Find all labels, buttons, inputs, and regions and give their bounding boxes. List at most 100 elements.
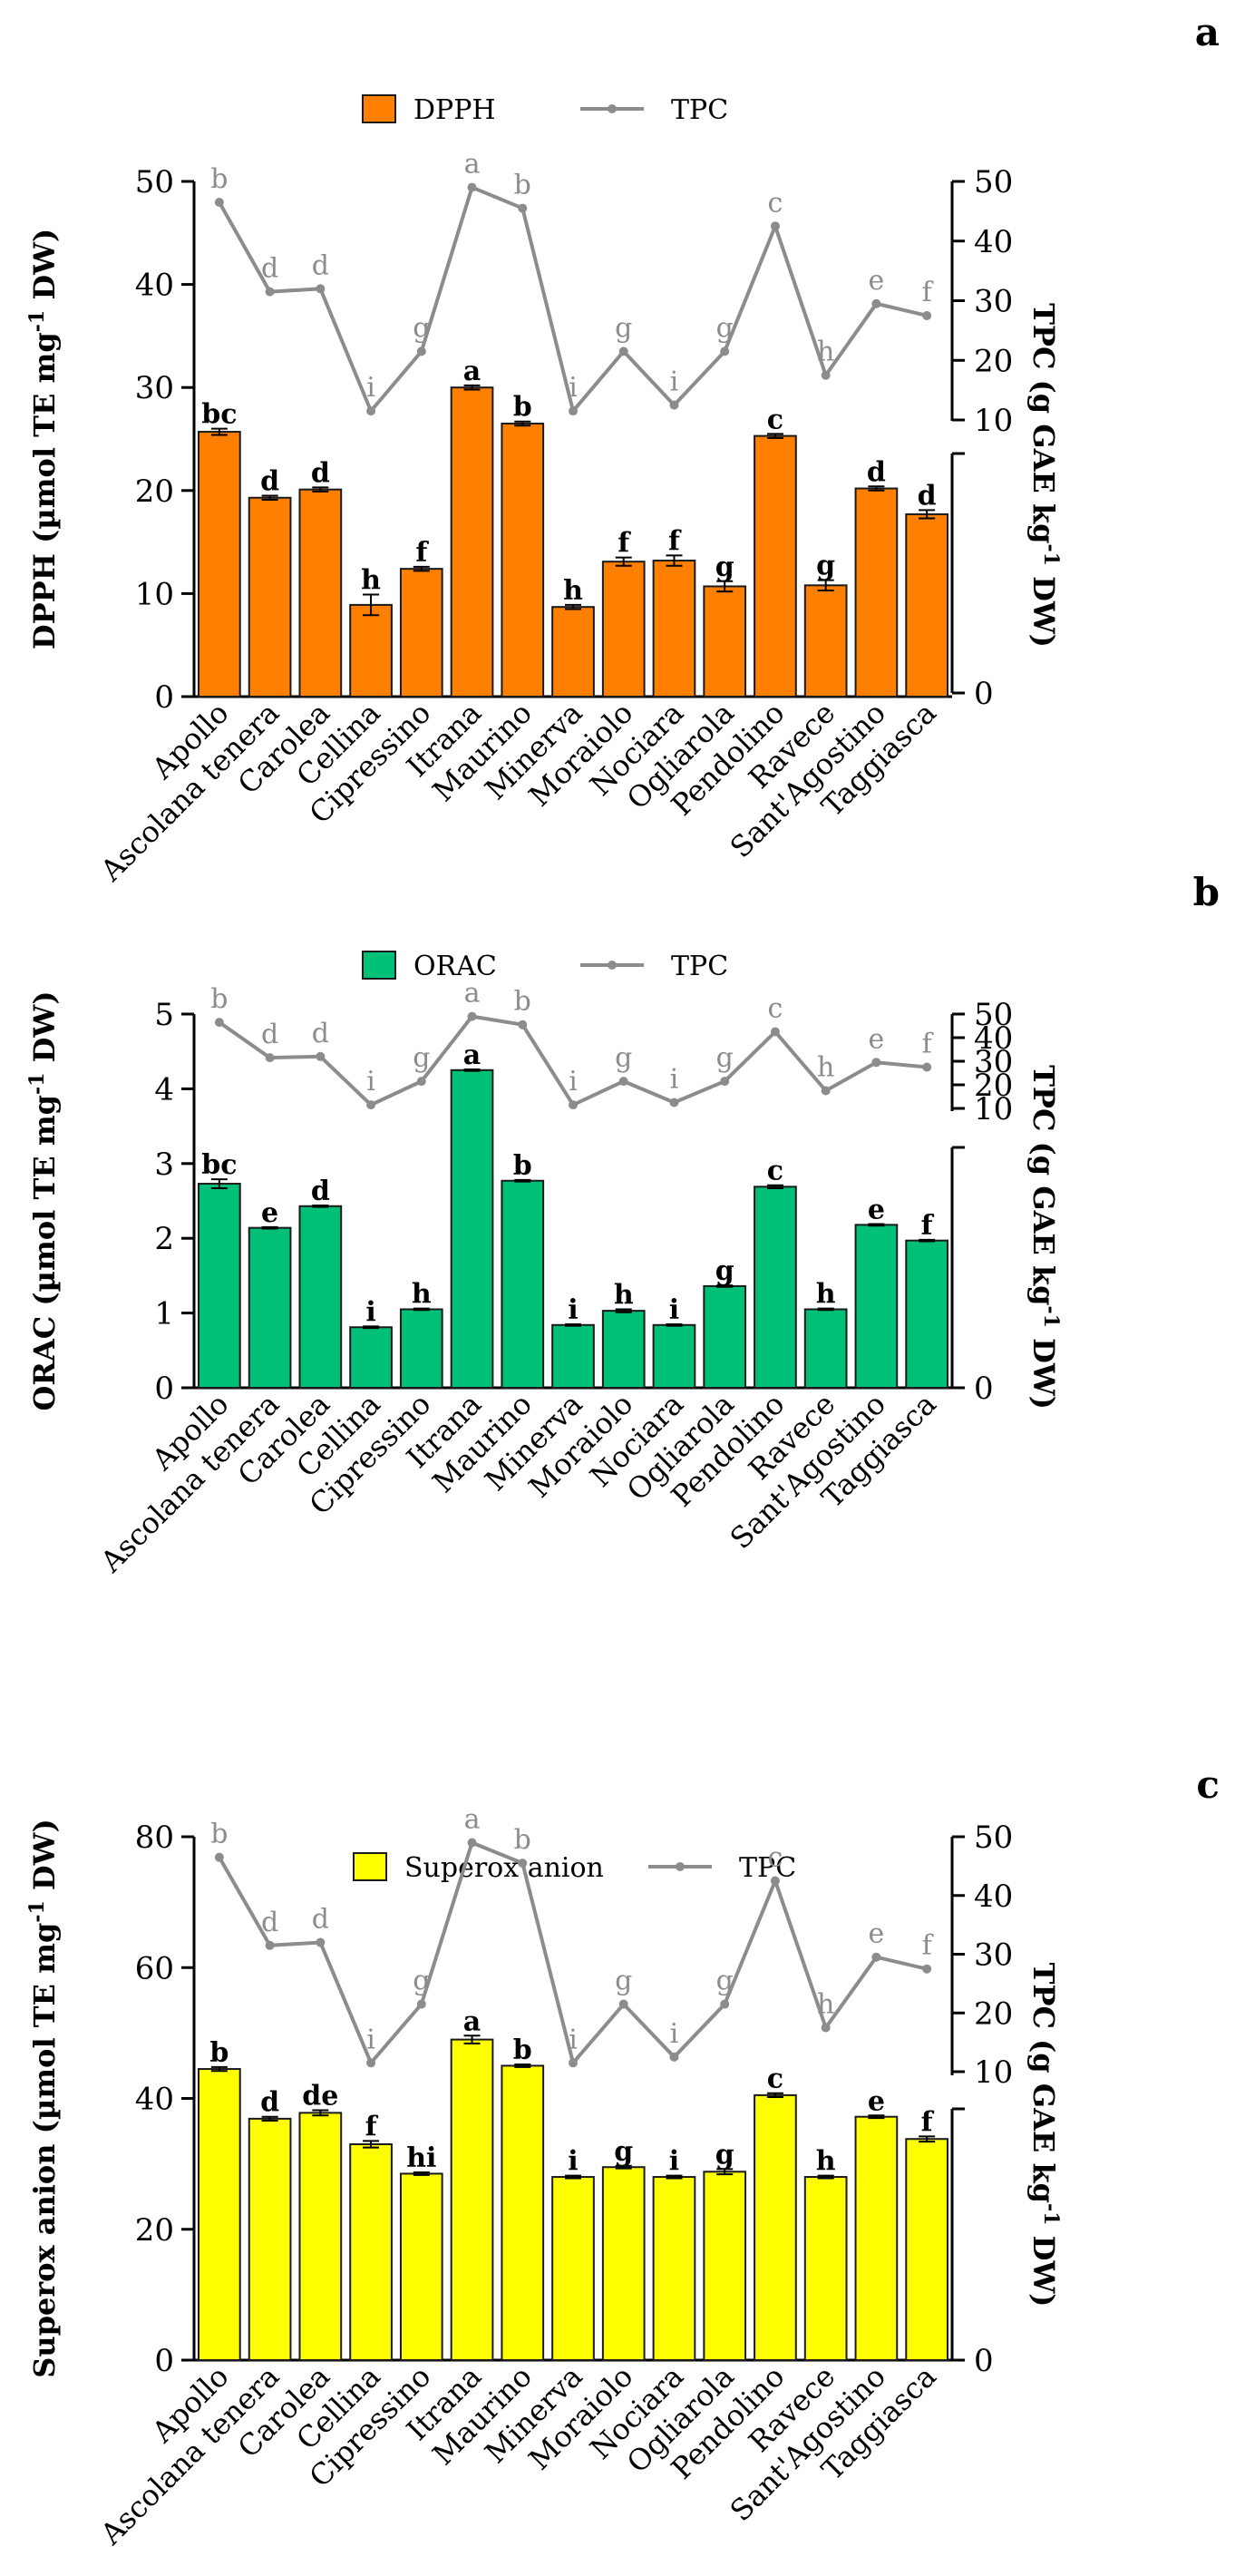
tpc-point (416, 1077, 426, 1087)
tpc-letter: b (210, 983, 228, 1015)
right-axis: 0 10 20 30 40 50 TPC (g GAE kg-1 DW) (950, 164, 1063, 712)
tpc-point (265, 1940, 275, 1950)
bar-letter: a (463, 356, 481, 387)
right-tick-label: 50 (974, 1820, 1013, 1856)
bar (399, 1308, 443, 1389)
tpc-point (366, 406, 376, 416)
tpc-letter: g (413, 1966, 430, 1997)
right-axis-title: TPC (g GAE kg-1 DW) (1026, 1963, 1063, 2308)
tpc-letter: h (817, 1052, 834, 1084)
bar-letter: e (261, 1197, 278, 1229)
bar (248, 496, 292, 698)
tpc-letter: g (615, 312, 632, 344)
left-tick-label: 50 (135, 164, 174, 200)
tpc-point (821, 2023, 831, 2033)
bar (905, 2138, 948, 2362)
tpc-letter: i (569, 1066, 578, 1098)
bar (551, 606, 595, 698)
left-axis-title-end: DW) (27, 1819, 62, 1900)
legend-bar-label: ORAC (413, 951, 497, 982)
tpc-letter: a (464, 978, 481, 1010)
bar (248, 2117, 292, 2361)
panel-label: a (1195, 10, 1220, 54)
tpc-point (770, 221, 780, 231)
bar-letter: i (568, 1294, 578, 1326)
legend-line-label: TPC (671, 94, 728, 126)
bar (501, 2064, 545, 2361)
left-tick-label: 80 (135, 1820, 174, 1856)
right-axis-title: TPC (g GAE kg-1 DW) (1026, 303, 1063, 648)
left-axis-title: DPPH (µmol TE mg-1 DW) (25, 229, 62, 649)
bar (298, 488, 343, 698)
tpc-point (366, 2058, 376, 2068)
left-axis: 0 10 20 30 40 50 DPPH (µmol TE mg-1 DW) (25, 164, 196, 716)
left-axis-title-main: Superox anion (µmol TE mg (27, 1923, 62, 2378)
bar (450, 386, 494, 698)
tpc-letter: e (869, 1918, 885, 1950)
right-axis-title-main: TPC (g GAE kg (1026, 303, 1061, 543)
tpc-point (618, 1999, 628, 2009)
bar-letter: f (921, 2106, 935, 2138)
tpc-point (669, 400, 679, 410)
bar (601, 2166, 646, 2361)
left-axis-title-sup: -1 (25, 310, 49, 332)
tpc-point (518, 203, 528, 213)
right-tick-label: 40 (974, 1020, 1013, 1057)
tpc-letter: e (869, 1023, 885, 1055)
bar (198, 1183, 241, 1389)
legend-line-marker (676, 1862, 685, 1871)
tpc-point (922, 1964, 932, 1974)
tpc-letter: d (312, 249, 329, 281)
tpc-letter: f (922, 1930, 934, 1962)
bar-letter: g (715, 2139, 734, 2171)
right-axis-title-end: DW) (1026, 1328, 1061, 1410)
tpc-point (669, 1098, 679, 1107)
bar (349, 2142, 393, 2362)
bar-letter: g (715, 1255, 734, 1287)
bar-letter: i (669, 2146, 679, 2178)
bar-letter: h (563, 575, 583, 607)
left-axis-title: Superox anion (µmol TE mg-1 DW) (25, 1819, 62, 2378)
bar (905, 512, 948, 698)
bar-letter: b (513, 2034, 532, 2066)
tpc-letter: h (817, 1988, 834, 2020)
tpc-letter: i (569, 372, 578, 404)
bar (450, 1068, 494, 1390)
tpc-point (770, 1027, 780, 1037)
right-tick-label: 0 (974, 676, 994, 712)
tpc-letter: i (569, 2024, 578, 2055)
bar (601, 1310, 646, 1390)
left-tick-label: 60 (135, 1950, 174, 1986)
right-tick-label: 10 (974, 1091, 1013, 1127)
tpc-letter: d (261, 1907, 278, 1938)
bar-letter: h (614, 1279, 634, 1311)
left-axis-title-sup: -1 (25, 1072, 49, 1094)
bar-letter: c (767, 404, 783, 435)
tpc-point (720, 1077, 730, 1087)
left-tick-label: 1 (154, 1296, 174, 1332)
tpc-point (316, 1051, 326, 1061)
right-axis-title-end: DW) (1026, 2225, 1061, 2307)
tpc-letter: g (716, 312, 734, 344)
left-tick-label: 20 (135, 473, 174, 510)
bar (803, 1308, 848, 1389)
bar (298, 1205, 343, 1389)
tpc-point (720, 346, 730, 356)
tpc-letter: d (261, 253, 278, 285)
right-tick-label: 30 (974, 284, 1013, 320)
tpc-point (416, 1999, 426, 2009)
right-tick-label: 20 (974, 1995, 1013, 2032)
bar (803, 584, 848, 698)
bar-letter: c (767, 1156, 783, 1187)
tpc-point (618, 346, 628, 356)
tpc-point (569, 406, 578, 416)
bar-letter: h (412, 1279, 432, 1311)
tpc-letter: g (716, 1042, 734, 1074)
